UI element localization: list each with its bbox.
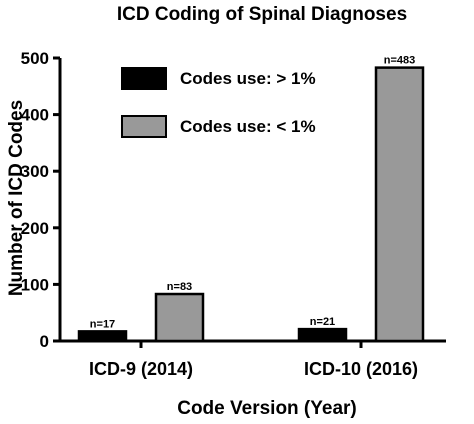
y-tick-label: 0 <box>40 332 49 351</box>
legend-label: Codes use: > 1% <box>180 69 316 88</box>
y-tick-label: 500 <box>21 49 49 68</box>
y-tick-label: 300 <box>21 162 49 181</box>
bar <box>77 330 128 343</box>
x-axis-label: Code Version (Year) <box>177 398 357 419</box>
bar <box>374 66 425 343</box>
category-labels: ICD-9 (2014) ICD-10 (2016) <box>89 359 418 379</box>
legend-label: Codes use: < 1% <box>180 117 316 136</box>
y-tick-label: 100 <box>21 275 49 294</box>
legend: Codes use: > 1% Codes use: < 1% <box>121 67 316 138</box>
category-label: ICD-9 (2014) <box>89 359 193 379</box>
bar <box>297 327 348 343</box>
category-label: ICD-10 (2016) <box>304 359 418 379</box>
y-axis-ticks: 0 100 200 300 400 500 <box>21 49 60 351</box>
y-tick-label: 400 <box>21 106 49 125</box>
bar-value-label: n=21 <box>310 316 335 328</box>
legend-swatch <box>121 67 167 90</box>
bar-value-label: n=17 <box>90 318 115 330</box>
y-axis-label: Number of ICD Codes <box>6 100 27 296</box>
bars <box>77 66 425 343</box>
bar-value-label: n=483 <box>384 55 416 67</box>
bar <box>154 292 205 343</box>
y-tick-label: 200 <box>21 219 49 238</box>
bar-value-labels: n=17 n=83 n=21 n=483 <box>90 55 415 331</box>
bar-value-label: n=83 <box>167 281 192 293</box>
chart-title: ICD Coding of Spinal Diagnoses <box>117 4 407 25</box>
legend-swatch <box>121 115 167 138</box>
